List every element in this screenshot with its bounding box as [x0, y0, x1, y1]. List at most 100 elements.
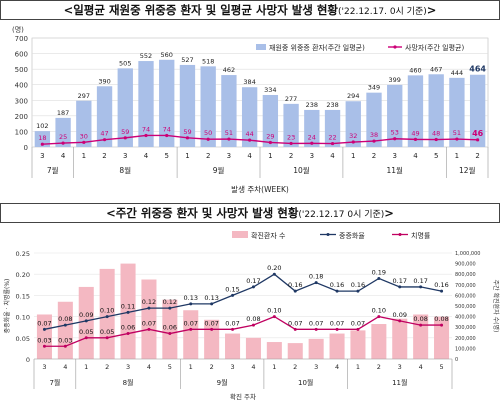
- chart1-bar-label: 518: [202, 57, 214, 65]
- chart1-bar-label: 102: [36, 122, 48, 130]
- chart1-bar: [407, 75, 424, 147]
- chart1-bar-label: 294: [347, 92, 359, 100]
- chart1-bar-label: 552: [140, 52, 152, 60]
- chart1-bar-label: 277: [285, 95, 297, 103]
- chart1-x-tick-label: 4: [61, 152, 66, 160]
- chart2-severity-point: [419, 285, 423, 289]
- chart1-x-tick-label: 3: [123, 152, 127, 160]
- chart1-deaths-label: 24: [308, 133, 316, 141]
- chart1-deaths-label: 51: [453, 129, 461, 137]
- chart2-month-label: 10월: [298, 378, 313, 387]
- chart1-deaths-point: [455, 137, 459, 141]
- chart2-bar: [371, 324, 387, 359]
- chart2-y-right-tick-label: 400,000: [455, 315, 476, 321]
- chart2-fatality-point: [231, 327, 235, 331]
- chart2-fatality-point: [84, 336, 88, 340]
- chart1-bar-label: 464: [469, 65, 486, 74]
- chart1-x-tick-label: 2: [206, 152, 210, 160]
- chart2-severity-point: [251, 285, 255, 289]
- chart2-x-tick-label: 3: [126, 363, 130, 371]
- chart1-bar: [200, 66, 216, 147]
- chart1-deaths-point: [289, 141, 293, 146]
- chart1-month-label: 12월: [459, 165, 476, 175]
- chart2-bar: [329, 333, 345, 359]
- chart2-severity-point: [84, 319, 88, 323]
- chart2-fatality-label: 0.07: [288, 319, 302, 327]
- chart1-bar: [262, 94, 279, 147]
- chart2-y-left-tick-label: 0.10: [16, 314, 30, 322]
- chart1-bar-label: 527: [181, 56, 193, 64]
- chart1-deaths-point: [61, 141, 65, 145]
- chart1-deaths-label: 44: [245, 130, 253, 138]
- chart1-title: <일평균 재원중 위중증 환자 및 일평균 사망자 발생 현황('22.12.1…: [0, 0, 500, 20]
- chart1-legend-marker-line: [393, 45, 397, 49]
- chart2-y-left-tick-label: 0: [26, 356, 30, 364]
- chart2-x-tick-label: 5: [168, 363, 172, 371]
- chart2-bar: [57, 301, 73, 359]
- chart1-deaths-point: [123, 136, 127, 140]
- chart1-x-tick-label: 1: [82, 152, 86, 160]
- chart2-y-left-title: 중증화율 · 치명률(%): [3, 279, 11, 334]
- chart1-deaths-point: [165, 133, 169, 138]
- chart2-fatality-label: 0.07: [204, 319, 218, 327]
- chart1-deaths-point: [393, 137, 397, 141]
- chart1-bar: [428, 74, 444, 147]
- chart2-fatality-label: 0.08: [434, 315, 448, 323]
- chart1-deaths-line: [42, 134, 478, 145]
- chart1-bar: [345, 101, 361, 147]
- chart2-severity-point: [231, 293, 235, 297]
- chart1-deaths-label: 32: [349, 132, 357, 140]
- chart2-bar: [162, 299, 178, 359]
- chart1-deaths-label: 22: [328, 134, 336, 142]
- chart1-deaths-label: 74: [142, 125, 150, 133]
- chart2-y-right-tick-label: 600,000: [455, 293, 476, 299]
- chart2-fatality-point: [293, 327, 297, 331]
- chart2-bar: [36, 314, 52, 359]
- chart2-severity-point: [126, 310, 130, 314]
- chart2-fatality-point: [42, 344, 46, 348]
- chart2-fatality-point: [126, 332, 130, 336]
- chart2-fatality-point: [272, 315, 276, 319]
- chart2-y-right-tick-label: 300,000: [455, 325, 476, 331]
- chart2-fatality-label: 0.08: [413, 315, 427, 323]
- chart2-fatality-label: 0.10: [267, 307, 281, 315]
- chart2-x-tick-label: 4: [63, 363, 67, 371]
- chart1-bar: [76, 100, 92, 147]
- chart1-y-tick-label: 0: [24, 144, 28, 152]
- chart1-bar-label: 297: [78, 92, 90, 100]
- chart2-fatality-point: [147, 327, 151, 331]
- chart2-y-left-tick-label: 0.15: [16, 292, 30, 300]
- chart2-fatality-point: [419, 323, 423, 327]
- chart1-deaths-point: [206, 137, 210, 141]
- chart1-bar: [34, 131, 51, 147]
- panel-weekly-critical-deaths: <주간 위중증 환자 및 사망자 발생 현황('22.12.17 0시 기준)>…: [0, 203, 500, 402]
- chart2-fatality-label: 0.07: [225, 319, 239, 327]
- chart1-deaths-point: [82, 140, 86, 144]
- chart2-y-right-tick-label: 900,000: [455, 262, 476, 268]
- chart1-x-tick-label: 4: [247, 152, 252, 160]
- chart2-severity-point: [335, 289, 339, 293]
- chart1-x-tick-label: 3: [227, 152, 231, 160]
- chart2-fatality-label: 0.07: [142, 319, 156, 327]
- chart2-y-right-tick-label: 800,000: [455, 272, 476, 278]
- chart1-bar: [221, 75, 237, 147]
- chart1-bar: [304, 109, 320, 147]
- chart1-x-tick-label: 3: [310, 152, 314, 160]
- chart2-severity-point: [272, 272, 276, 276]
- chart2-fatality-point: [168, 332, 172, 336]
- chart2-x-tick-label: 1: [84, 363, 88, 371]
- chart2-severity-point: [293, 289, 297, 293]
- chart1-deaths-label: 50: [204, 129, 212, 137]
- chart2-bar: [141, 279, 157, 359]
- chart1-x-tick-label: 3: [392, 152, 396, 160]
- chart2-legend-swatch-cases: [232, 231, 248, 238]
- chart1-deaths-label: 49: [411, 129, 419, 137]
- chart1-bar-label: 505: [119, 59, 131, 67]
- chart1-x-tick-label: 2: [102, 152, 106, 160]
- chart2-y-left-tick-label: 0.20: [16, 271, 30, 279]
- chart2-severity-line: [44, 273, 442, 330]
- chart1-bar-label: 238: [326, 101, 338, 109]
- chart2-severity-label: 0.15: [225, 285, 239, 293]
- chart2-legend-label-severity: 중증화율: [339, 232, 365, 240]
- chart2-bar: [78, 286, 94, 359]
